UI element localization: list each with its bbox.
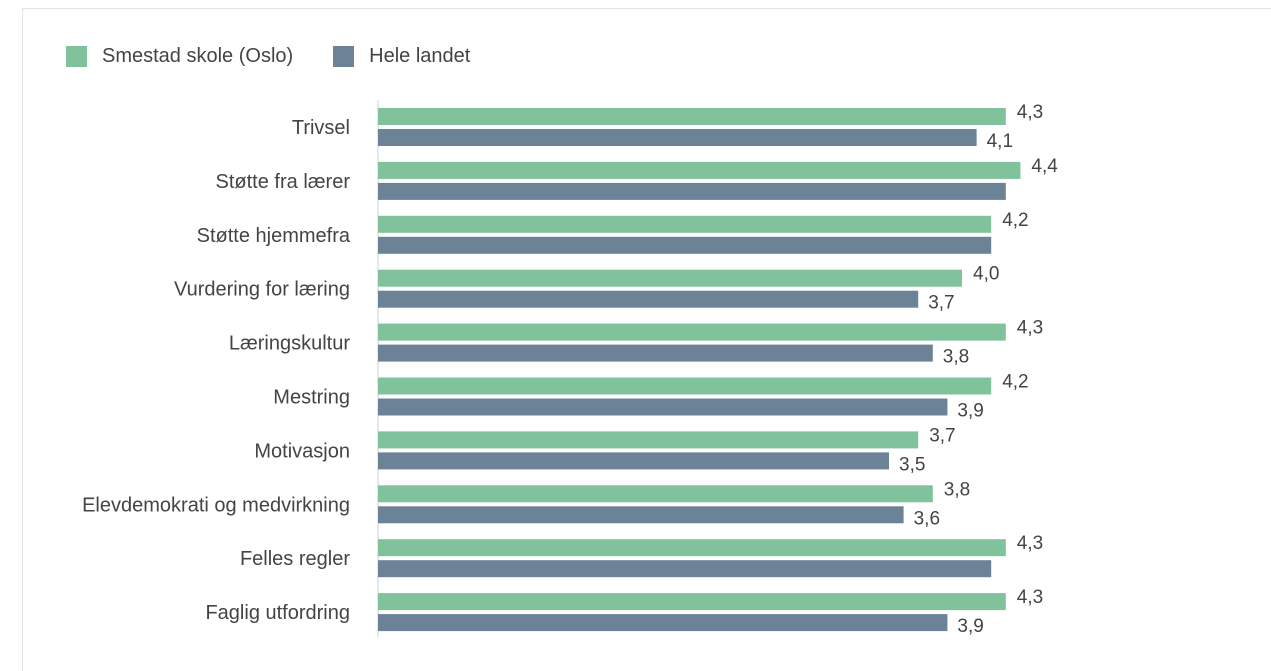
bar-series-1[interactable] — [378, 269, 962, 287]
category-label: Felles regler — [240, 548, 350, 570]
bar-series-2[interactable] — [378, 560, 992, 578]
data-label-series-1: 4,3 — [1017, 102, 1043, 123]
data-label-series-2: 3,9 — [957, 616, 983, 637]
legend-label-series-2: Hele landet — [369, 45, 471, 67]
category-label: Læringskultur — [229, 333, 351, 355]
legend-item-series-1[interactable]: Smestad skole (Oslo) — [66, 45, 293, 68]
data-label-series-1: 4,3 — [1017, 533, 1043, 554]
bar-series-1[interactable] — [378, 323, 1006, 341]
legend-item-series-2[interactable]: Hele landet — [333, 45, 470, 68]
bar-series-2[interactable] — [378, 506, 904, 524]
data-label-series-2: 3,7 — [928, 293, 954, 314]
data-label-series-1: 3,7 — [929, 425, 955, 446]
data-label-series-1: 4,4 — [1031, 156, 1058, 177]
category-label: Elevdemokrati og medvirkning — [82, 494, 350, 516]
chart-legend: Smestad skole (Oslo) Hele landet — [66, 45, 510, 68]
data-label-series-1: 4,3 — [1017, 318, 1043, 339]
data-label-series-2: 3,9 — [957, 401, 983, 422]
category-label: Faglig utfordring — [205, 602, 350, 624]
bar-series-1[interactable] — [378, 485, 933, 503]
bar-series-2[interactable] — [378, 344, 933, 362]
data-label-series-1: 3,8 — [944, 479, 970, 500]
data-label-series-2: 4,1 — [987, 131, 1013, 152]
category-label: Støtte hjemmefra — [197, 225, 351, 247]
bar-series-1[interactable] — [378, 108, 1006, 125]
category-label: Støtte fra lærer — [216, 171, 351, 193]
data-label-series-1: 4,3 — [1017, 587, 1043, 608]
category-label: Mestring — [273, 387, 350, 409]
bar-series-1[interactable] — [378, 539, 1006, 557]
category-label: Vurdering for læring — [174, 279, 350, 301]
bar-series-2[interactable] — [378, 182, 1006, 200]
data-label-series-1: 4,2 — [1002, 210, 1028, 231]
bar-series-1[interactable] — [378, 161, 1021, 179]
bar-series-1[interactable] — [378, 377, 992, 395]
bar-series-2[interactable] — [378, 129, 977, 146]
data-label-series-2: 3,6 — [914, 508, 940, 529]
bar-series-1[interactable] — [378, 215, 992, 233]
legend-swatch-series-2 — [333, 46, 355, 67]
category-label: Trivsel — [292, 117, 350, 139]
bar-series-2[interactable] — [378, 290, 919, 308]
bar-series-2[interactable] — [378, 398, 948, 416]
data-label-series-2: 3,5 — [899, 454, 925, 475]
bar-series-1[interactable] — [378, 593, 1006, 611]
bar-series-2[interactable] — [378, 614, 948, 632]
legend-label-series-1: Smestad skole (Oslo) — [102, 45, 294, 67]
category-label: Motivasjon — [254, 440, 350, 462]
bar-series-1[interactable] — [378, 431, 919, 449]
data-label-series-1: 4,2 — [1002, 372, 1028, 393]
data-label-series-1: 4,0 — [973, 264, 999, 285]
legend-swatch-series-1 — [66, 46, 87, 67]
bar-series-2[interactable] — [378, 236, 992, 254]
data-label-series-2: 3,8 — [943, 347, 969, 368]
bar-series-2[interactable] — [378, 452, 889, 470]
